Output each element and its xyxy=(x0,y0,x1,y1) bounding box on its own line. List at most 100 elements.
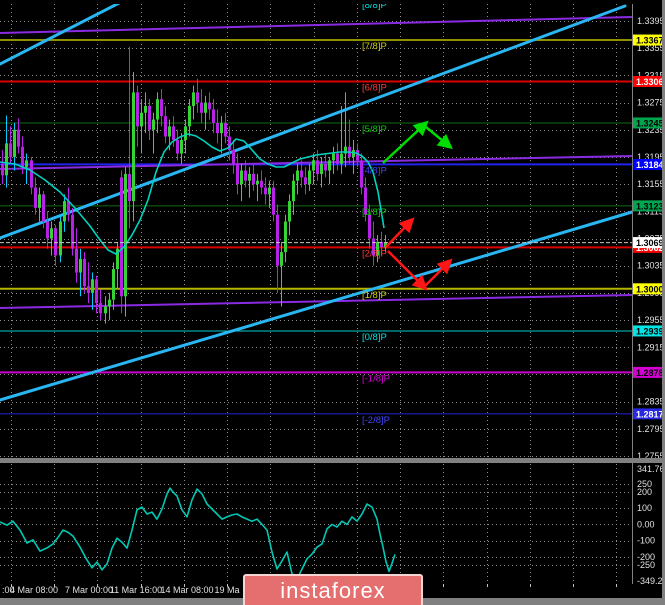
price-tick-label: 1.2835 xyxy=(637,397,665,407)
time-label: 4 Mar 08:00 xyxy=(10,585,58,595)
candle-body xyxy=(208,102,211,110)
time-label: :00 xyxy=(2,585,15,595)
price-badge-label: 1.2878 xyxy=(636,368,664,378)
time-label: 7 Mar 00:00 xyxy=(65,585,113,595)
price-badge xyxy=(633,117,663,129)
candle-body xyxy=(316,160,319,174)
candle-body xyxy=(344,146,347,154)
price-badge xyxy=(633,283,663,295)
price-badge xyxy=(633,34,663,46)
down-forecast-arrow xyxy=(423,258,453,288)
murrey-label: [6/8]P xyxy=(362,82,387,93)
candle-body xyxy=(9,143,12,157)
indicator-tick-label: 0.00 xyxy=(637,519,655,529)
indicator-tick-label: -349.291 xyxy=(637,576,665,586)
candle-body xyxy=(75,248,78,273)
candle-body xyxy=(71,214,74,249)
indicator-tick-label: -100 xyxy=(637,536,655,546)
candle-body xyxy=(256,180,259,185)
candle-body xyxy=(236,163,239,185)
window-right-border xyxy=(662,0,665,605)
candle-body xyxy=(91,279,94,293)
price-badge-label: 1.2817 xyxy=(636,409,664,419)
murrey-label: [5/8]P xyxy=(362,124,387,135)
candle-body xyxy=(340,153,343,164)
candle-body xyxy=(108,299,111,307)
candle-body xyxy=(144,105,147,113)
candle-body xyxy=(384,242,387,248)
price-tick-label: 1.2915 xyxy=(637,342,665,352)
indicator-tick-label: 341.7683 xyxy=(637,464,665,474)
candle-body xyxy=(13,129,16,157)
price-tick-label: 1.3355 xyxy=(637,43,665,53)
candle-body xyxy=(124,173,127,297)
candle-body xyxy=(79,258,82,273)
candle-body xyxy=(54,228,57,256)
candle-body xyxy=(360,160,363,188)
time-label: 14 Mar 08:00 xyxy=(160,585,213,595)
candle-body xyxy=(192,92,195,106)
candle-body xyxy=(216,122,219,134)
candle-body xyxy=(284,221,287,253)
murrey-label: [2/8]P xyxy=(362,248,387,259)
candle-body xyxy=(136,92,139,127)
indicator-plot[interactable] xyxy=(0,487,396,580)
murrey-level-lines xyxy=(0,39,632,415)
candle-body xyxy=(148,105,151,130)
candle-body xyxy=(252,173,255,185)
price-axis[interactable]: 1.33951.33551.33151.32751.32351.31951.31… xyxy=(632,4,665,584)
price-badge xyxy=(633,408,663,420)
candle-body xyxy=(184,126,187,140)
candle-body xyxy=(332,153,335,161)
price-badge xyxy=(633,325,663,337)
murrey-label: [-2/8]P xyxy=(362,415,390,426)
main-chart-plot[interactable]: [8/8]P [7/8]P [6/8]P [5/8]P [4/8]P [3/8]P [2/8… xyxy=(0,0,632,426)
candle-body xyxy=(196,92,199,103)
murrey-label: [0/8]P xyxy=(362,332,387,343)
candle-body xyxy=(42,194,45,222)
candle-body xyxy=(308,170,311,185)
candle-body xyxy=(164,116,167,137)
candle-body xyxy=(120,177,123,297)
moving-average-line xyxy=(0,133,385,255)
price-badge xyxy=(633,366,663,378)
indicator-line xyxy=(0,487,396,580)
candle-body xyxy=(112,269,115,300)
candle-body xyxy=(30,160,33,188)
candle-body xyxy=(99,303,102,314)
channel-trend-lines[interactable] xyxy=(0,0,632,402)
candle-body xyxy=(156,99,159,120)
price-badge xyxy=(633,200,663,212)
price-tick-label: 1.3035 xyxy=(637,261,665,271)
price-badge-label: 1.3184 xyxy=(636,160,664,170)
candle-body xyxy=(324,163,327,171)
price-tick-label: 1.2795 xyxy=(637,424,665,434)
candle-body xyxy=(128,173,131,202)
panel-separator[interactable] xyxy=(0,458,665,463)
candle-body xyxy=(132,92,135,202)
price-tick-label: 1.3195 xyxy=(637,152,665,162)
murrey-label: [7/8]P xyxy=(362,41,387,52)
price-tick-label: 1.3395 xyxy=(637,16,665,26)
candle-body xyxy=(268,187,271,195)
time-label: 11 Mar 16:00 xyxy=(110,585,162,595)
candle-body xyxy=(320,163,323,174)
candle-body xyxy=(176,139,179,154)
indicator-tick-label: 250 xyxy=(637,479,652,489)
candle-body xyxy=(212,109,215,123)
candle-body xyxy=(288,201,291,222)
price-tick-label: 1.3155 xyxy=(637,179,665,189)
candle-body xyxy=(204,102,207,113)
candle-body xyxy=(160,99,163,117)
murrey-label: [1/8]P xyxy=(362,290,387,301)
price-tick-label: 1.2955 xyxy=(637,315,665,325)
candle-body xyxy=(168,126,171,137)
indicator-tick-label: 100 xyxy=(637,503,652,513)
candle-body xyxy=(67,201,70,215)
price-badge-label: 1.3000 xyxy=(636,284,664,294)
candle-body xyxy=(95,279,98,304)
murrey-label: [-1/8]P xyxy=(362,373,390,384)
